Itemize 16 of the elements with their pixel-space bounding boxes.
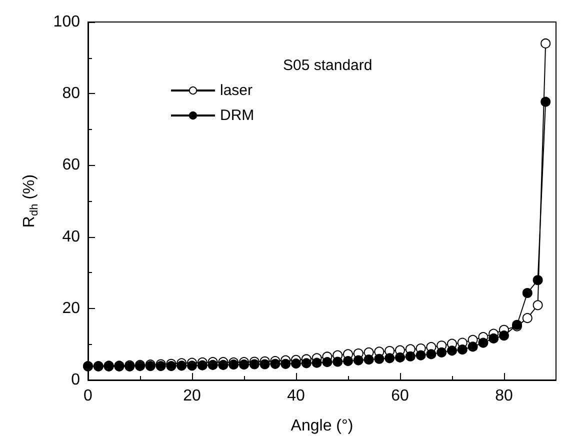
y-tick-label: 0: [71, 372, 80, 388]
x-tick-label: 20: [183, 388, 201, 404]
x-tick-label: 60: [391, 388, 409, 404]
y-tick-label: 40: [62, 228, 80, 246]
y-tick-label: 20: [62, 300, 80, 317]
x-tick-label: 80: [495, 388, 513, 404]
y-axis-title: Rdh (%): [21, 174, 40, 228]
legend-label: laser: [220, 82, 253, 99]
y-tick-label: 100: [53, 14, 80, 30]
x-axis-title: Angle (°): [290, 418, 354, 434]
x-tick-label: 0: [84, 388, 93, 404]
y-tick-label: 80: [62, 85, 80, 102]
y-tick-label: 60: [62, 156, 80, 174]
legend-label: DRM: [220, 107, 254, 124]
annotation: S05 standard: [283, 57, 372, 74]
x-tick-label: 40: [287, 388, 305, 404]
